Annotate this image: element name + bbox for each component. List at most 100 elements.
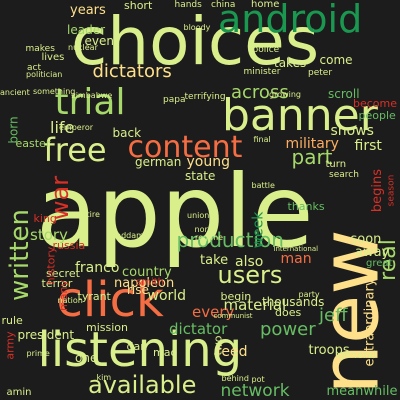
word-battle: battle <box>251 181 275 190</box>
word-takes: takes <box>274 56 307 70</box>
word-jeff: jeff <box>319 305 348 326</box>
word-papa: papa <box>163 94 186 105</box>
word-become: become <box>353 96 398 110</box>
word-available: available <box>88 371 197 399</box>
word-saddam: saddam <box>112 231 144 240</box>
word-something: something <box>33 87 76 96</box>
word-behind: behind <box>221 374 249 383</box>
word-north: north <box>194 225 216 234</box>
word-napoleon: napoleon <box>114 275 175 291</box>
word-man: man <box>280 251 312 267</box>
word-meanwhile: meanwhile <box>326 383 398 399</box>
word-makes: makes <box>25 43 55 54</box>
word-party: party <box>298 290 320 299</box>
word-power: power <box>260 319 316 340</box>
word-final: final <box>253 135 271 144</box>
word-does: does <box>275 305 302 319</box>
word-many: many <box>56 279 70 311</box>
word-even: even <box>84 34 114 48</box>
word-pot: pot <box>251 375 265 384</box>
word-soon: soon <box>350 231 382 247</box>
word-rule: rule <box>1 313 23 327</box>
word-every: every <box>192 302 235 321</box>
word-life: life <box>50 118 75 137</box>
word-china: china <box>211 0 236 10</box>
word-search: search <box>329 169 359 180</box>
word-click: click <box>56 272 164 328</box>
word-german: german <box>135 155 182 169</box>
word-choices: choices <box>71 3 320 80</box>
word-president: president <box>17 328 75 342</box>
word-smith: smith <box>136 277 164 288</box>
word-regime: regime <box>195 233 224 242</box>
word-people: people <box>358 108 396 122</box>
word-week: week <box>249 211 266 249</box>
word-rise: rise <box>127 283 149 297</box>
word-turn: turn <box>325 159 347 170</box>
word-mao: mao <box>153 345 178 359</box>
word-country: country <box>122 264 172 280</box>
word-young: young <box>186 154 230 170</box>
word-king: king <box>33 211 57 225</box>
word-troops: troops <box>308 342 350 358</box>
word-thousands: thousands <box>262 295 325 309</box>
word-home: home <box>251 0 280 10</box>
word-short: short <box>124 0 153 12</box>
word-ancient: ancient <box>0 88 30 97</box>
word-also: also <box>235 254 264 270</box>
word-network: network <box>220 380 290 400</box>
word-content: content <box>127 130 243 165</box>
word-police: police <box>252 44 280 55</box>
word-act: act <box>27 62 41 73</box>
word-banner: banner <box>222 90 378 141</box>
word-take: take <box>200 252 229 268</box>
word-one: one <box>75 351 98 365</box>
word-amin: amin <box>6 387 32 398</box>
word-entire: entire <box>76 210 100 219</box>
word-dictators: dictators <box>92 61 172 82</box>
word-years: years <box>70 2 106 18</box>
word-dan: dan <box>126 339 148 353</box>
word-listening: listening <box>37 322 243 378</box>
word-terrifying: terrifying <box>184 91 226 102</box>
word-feed: feed <box>216 344 248 360</box>
word-back: back <box>112 126 142 140</box>
word-hands: hands <box>174 0 202 10</box>
word-great: great <box>366 258 393 269</box>
word-scroll: scroll <box>328 87 360 101</box>
word-leader: leader <box>67 23 106 37</box>
word-russia: russia <box>52 238 86 252</box>
word-shows: shows <box>330 123 374 139</box>
word-mission: mission <box>86 320 128 334</box>
word-easter: easter <box>15 136 51 150</box>
word-begins: begins <box>369 168 385 212</box>
word-dictator: dictator <box>169 319 228 338</box>
word-material: material <box>223 295 287 314</box>
word-first: first <box>354 138 382 154</box>
word-production: production <box>176 228 284 252</box>
word-international: international <box>273 244 319 253</box>
word-written: written <box>5 208 36 302</box>
word-begin: begin <box>220 289 252 303</box>
word-apple: apple <box>36 153 314 270</box>
word-trial: trial <box>54 82 126 123</box>
word-thanks: thanks <box>287 199 325 213</box>
word-general: general <box>338 350 377 361</box>
word-come: come <box>319 53 353 67</box>
word-secret: secret <box>46 266 80 280</box>
word-state: state <box>185 169 216 183</box>
word-nuclear: nuclear <box>68 43 98 52</box>
word-franco: franco <box>75 260 120 276</box>
word-growing: growing <box>269 90 301 99</box>
word-two: two <box>211 334 225 356</box>
word-season: season <box>386 174 397 206</box>
word-tyrant: tyrant <box>77 289 111 303</box>
word-story: story <box>30 225 68 244</box>
word-free: free <box>43 131 107 169</box>
word-away: away <box>355 244 390 260</box>
word-terror: terror <box>41 276 73 290</box>
word-world: world <box>147 288 187 304</box>
word-military: military <box>285 136 339 152</box>
word-bloody: bloody <box>183 23 211 32</box>
